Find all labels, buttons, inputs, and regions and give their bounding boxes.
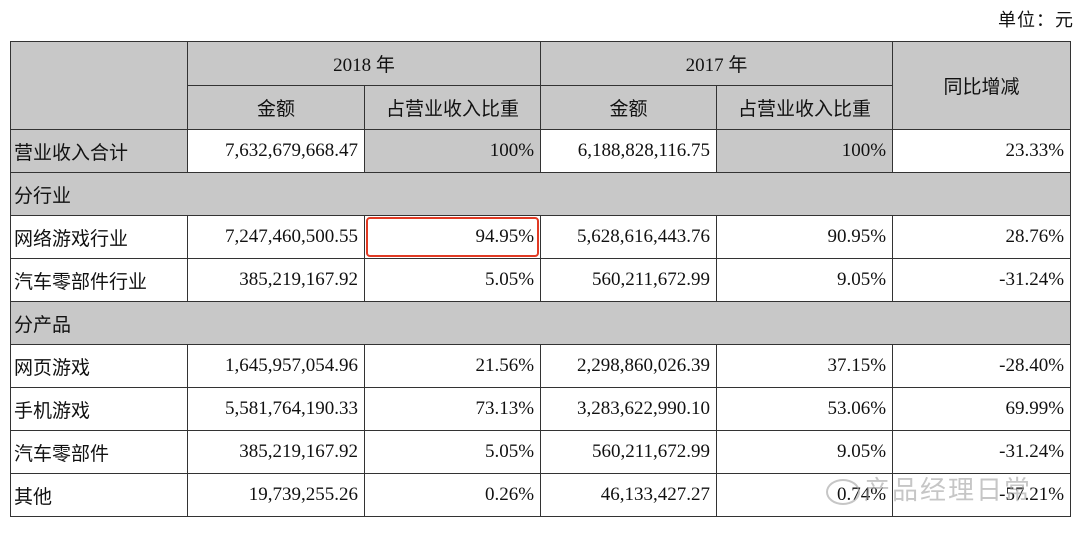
ratio-2018: 73.13% — [363, 387, 542, 431]
ratio-2018: 0.26% — [363, 473, 542, 517]
watermark: 产品经理日常 — [826, 470, 1032, 507]
amount-2017: 3,283,622,990.10 — [540, 387, 718, 431]
ratio-2018-highlighted: 94.95% — [363, 215, 542, 259]
row-label: 网络游戏行业 — [10, 215, 188, 259]
table-row: 汽车零部件 385,219,167.92 5.05% 560,211,672.9… — [10, 430, 1072, 474]
header-amount-2017: 金额 — [540, 85, 718, 130]
row-label: 汽车零部件 — [10, 430, 188, 474]
highlighted-value: 94.95% — [475, 226, 535, 247]
section-label-product: 分产品 — [9, 301, 1072, 345]
amount-2017: 46,133,427.27 — [540, 473, 718, 517]
amount-2018: 7,632,679,668.47 — [187, 129, 365, 173]
ratio-2017: 9.05% — [716, 258, 894, 302]
amount-2017: 6,188,828,116.75 — [540, 129, 718, 173]
row-label: 其他 — [10, 473, 188, 517]
header-row-years: 2018 年 2017 年 同比增减 — [10, 41, 1072, 130]
ratio-2017: 53.06% — [716, 387, 894, 431]
yoy-change: 28.76% — [892, 215, 1072, 259]
ratio-2018: 100% — [363, 129, 542, 173]
amount-2018: 385,219,167.92 — [187, 430, 365, 474]
yoy-change: -28.40% — [892, 344, 1072, 388]
yoy-change: 23.33% — [892, 129, 1072, 173]
ratio-2018: 5.05% — [363, 430, 542, 474]
table-row: 网页游戏 1,645,957,054.96 21.56% 2,298,860,0… — [10, 344, 1072, 388]
header-year-2017: 2017 年 — [540, 41, 894, 86]
header-amount-2018: 金额 — [187, 85, 365, 130]
total-row: 营业收入合计 7,632,679,668.47 100% 6,188,828,1… — [10, 129, 1072, 173]
amount-2017: 560,211,672.99 — [540, 430, 718, 474]
amount-2018: 1,645,957,054.96 — [187, 344, 365, 388]
table-row: 汽车零部件行业 385,219,167.92 5.05% 560,211,672… — [10, 258, 1072, 302]
table-row: 手机游戏 5,581,764,190.33 73.13% 3,283,622,9… — [10, 387, 1072, 431]
row-label: 网页游戏 — [10, 344, 188, 388]
amount-2018: 5,581,764,190.33 — [187, 387, 365, 431]
yoy-change: -31.24% — [892, 258, 1072, 302]
row-label: 汽车零部件行业 — [10, 258, 188, 302]
yoy-change: -57.21% — [892, 473, 1072, 517]
amount-2017: 5,628,616,443.76 — [540, 215, 718, 259]
amount-2018: 7,247,460,500.55 — [187, 215, 365, 259]
ratio-2017: 100% — [716, 129, 894, 173]
amount-2017: 560,211,672.99 — [540, 258, 718, 302]
yoy-change: -31.24% — [892, 430, 1072, 474]
section-row-industry: 分行业 — [9, 172, 1072, 216]
table-row: 网络游戏行业 7,247,460,500.55 94.95% 5,628,616… — [10, 215, 1072, 259]
ratio-2017: 0.74% — [716, 473, 894, 517]
row-label: 手机游戏 — [10, 387, 188, 431]
ratio-2018: 21.56% — [363, 344, 542, 388]
header-corner-cell — [10, 41, 188, 130]
ratio-2017: 9.05% — [716, 430, 894, 474]
header-yoy: 同比增减 — [892, 41, 1072, 130]
amount-2018: 385,219,167.92 — [187, 258, 365, 302]
row-label: 营业收入合计 — [10, 129, 188, 173]
wechat-icon — [826, 478, 860, 505]
watermark-text: 产品经理日常 — [864, 476, 1033, 506]
table-row: 其他 19,739,255.26 0.26% 46,133,427.27 0.7… — [10, 473, 1072, 517]
ratio-2017: 37.15% — [716, 344, 894, 388]
header-ratio-2018: 占营业收入比重 — [363, 85, 542, 130]
header-row-subcols: 金额 占营业收入比重 金额 占营业收入比重 — [11, 85, 1071, 130]
ratio-2018: 5.05% — [363, 258, 542, 302]
header-year-2018: 2018 年 — [186, 41, 542, 86]
section-row-product: 分产品 — [9, 301, 1072, 345]
amount-2017: 2,298,860,026.39 — [540, 344, 718, 388]
ratio-2017: 90.95% — [716, 215, 894, 259]
section-label-industry: 分行业 — [9, 172, 1072, 216]
header-ratio-2017: 占营业收入比重 — [716, 85, 894, 130]
yoy-change: 69.99% — [892, 387, 1072, 431]
amount-2018: 19,739,255.26 — [187, 473, 365, 517]
revenue-table: 2018 年 2017 年 同比增减 金额 占营业收入比重 金额 占营业收入比重… — [9, 41, 1072, 517]
unit-label: 单位：元 — [998, 10, 1074, 30]
